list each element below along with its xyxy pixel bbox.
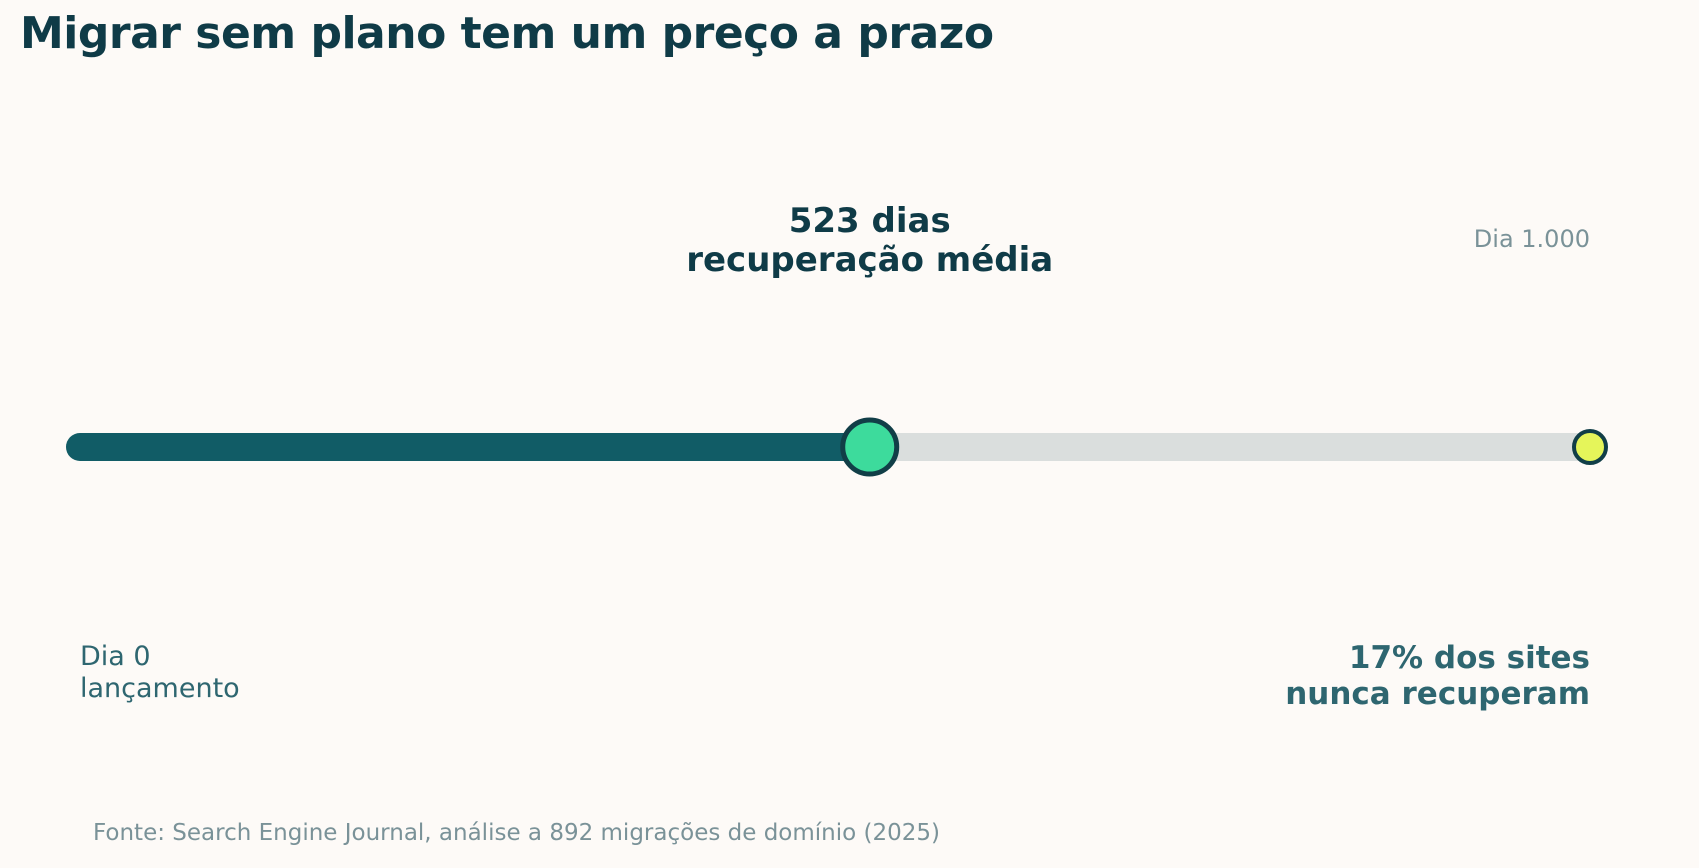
- average-label: 523 dias recuperação média: [686, 201, 1053, 280]
- end-marker: [1572, 429, 1608, 465]
- start-label-line: lançamento: [80, 673, 240, 704]
- end-day-label: Dia 1.000: [1474, 225, 1590, 253]
- chart-title: Migrar sem plano tem um preço a prazo: [20, 8, 994, 59]
- average-label-line: 523 dias: [789, 201, 951, 241]
- end-label: 17% dos sites nunca recuperam: [1285, 640, 1590, 712]
- start-label-line: Dia 0: [80, 641, 151, 672]
- average-label-line: recuperação média: [686, 240, 1053, 280]
- average-marker: [840, 417, 900, 477]
- end-label-line: 17% dos sites: [1349, 640, 1590, 676]
- start-label: Dia 0 lançamento: [80, 641, 240, 704]
- source-note: Fonte: Search Engine Journal, análise a …: [93, 820, 940, 846]
- end-label-line: nunca recuperam: [1285, 676, 1590, 712]
